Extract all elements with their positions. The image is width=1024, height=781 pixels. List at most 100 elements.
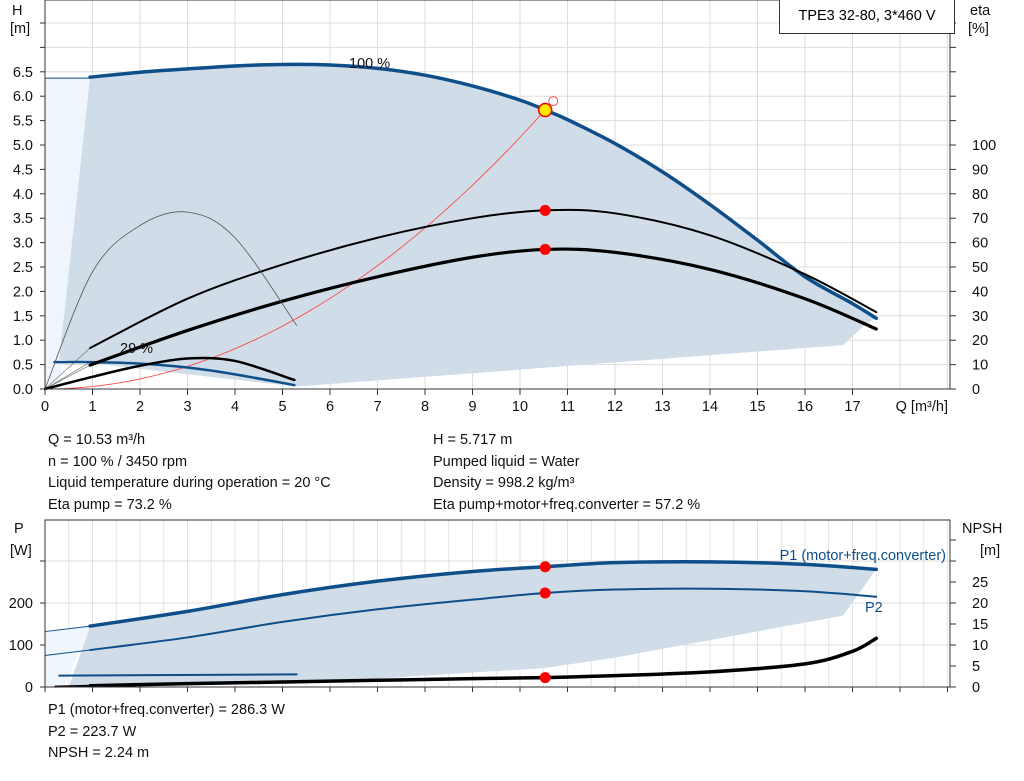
h-tick-label: 3.0 <box>13 236 33 252</box>
info-top-left: Q = 10.53 m³/h n = 100 % / 3450 rpm Liqu… <box>48 430 331 516</box>
eta-tick-label: 80 <box>972 187 988 203</box>
x-axis-label: Q [m³/h] <box>896 399 948 415</box>
eta-29-thin-curve <box>44 211 298 390</box>
x-tick-label: 2 <box>136 399 144 415</box>
npsh-axis-unit: [m] <box>980 543 1000 559</box>
info-p2: P2 = 223.7 W <box>48 723 137 740</box>
system-curve <box>44 111 545 390</box>
eta-29-curve <box>43 356 296 391</box>
eta-tick-label: 70 <box>972 211 988 227</box>
p1-curve <box>88 559 878 628</box>
eta-tick-label: 50 <box>972 260 988 276</box>
eta-tick-label: 60 <box>972 236 988 252</box>
p2-label: P2 <box>865 600 883 616</box>
npsh-point <box>539 672 551 684</box>
eta-tick-label: 100 <box>972 138 996 154</box>
eta-total-point <box>539 243 551 255</box>
x-tick-label: 6 <box>326 399 334 415</box>
origin-connector <box>44 364 91 390</box>
x-tick-label: 16 <box>797 399 813 415</box>
origin-connector <box>44 361 91 390</box>
x-tick-label: 15 <box>749 399 765 415</box>
p2-extension <box>44 649 91 656</box>
p-tick-label: 200 <box>9 596 33 612</box>
h-tick-label: 1.0 <box>13 333 33 349</box>
p1-extension <box>44 625 91 633</box>
eta-tick-label: 0 <box>972 382 980 398</box>
p-axis-unit: [W] <box>10 543 32 559</box>
label-100-percent: 100 % <box>349 56 390 72</box>
p-tick-label: 0 <box>25 680 33 696</box>
npsh-tick-label: 5 <box>972 659 980 675</box>
info-h: H = 5.717 m <box>433 432 513 448</box>
p-29-curve <box>58 673 298 677</box>
legend-box: TPE3 32-80, 3*460 V <box>779 0 955 34</box>
x-tick-label: 11 <box>560 399 575 415</box>
h-tick-label: 4.0 <box>13 187 33 203</box>
info-density: Density = 998.2 kg/m³ <box>433 475 575 491</box>
x-tick-label: 0 <box>41 399 49 415</box>
h-tick-label: 2.5 <box>13 260 33 276</box>
h-tick-label: 0.0 <box>13 382 33 398</box>
npsh-tick-label: 20 <box>972 596 988 612</box>
x-tick-label: 4 <box>231 399 239 415</box>
h-axis-unit: [m] <box>10 21 30 37</box>
info-q: Q = 10.53 m³/h <box>48 432 146 448</box>
eta-tick-label: 90 <box>972 162 988 178</box>
info-eta-pump: Eta pump = 73.2 % <box>48 496 172 513</box>
x-tick-label: 14 <box>702 399 718 415</box>
h-tick-label: 1.5 <box>13 309 33 325</box>
x-tick-label: 1 <box>88 399 96 415</box>
label-29-percent: 29 % <box>120 341 153 357</box>
light-region <box>45 78 91 390</box>
info-bottom: P1 (motor+freq.converter) = 286.3 W P2 =… <box>48 700 285 765</box>
h-tick-label: 3.5 <box>13 211 33 227</box>
npsh-extension <box>54 684 91 688</box>
h-tick-label: 2.0 <box>13 284 33 300</box>
p-axis-label: P <box>14 521 24 537</box>
p2-point <box>539 587 551 599</box>
x-tick-label: 3 <box>183 399 191 415</box>
x-tick-label: 7 <box>373 399 381 415</box>
h-tick-label: 5.5 <box>13 114 33 130</box>
h-axis-label: H <box>12 3 22 19</box>
system-curve-end-marker <box>548 96 559 107</box>
h-tick-label: 6.0 <box>13 89 33 105</box>
p1-label: P1 (motor+freq.converter) <box>780 548 946 564</box>
x-tick-label: 13 <box>654 399 670 415</box>
npsh-tick-label: 10 <box>972 638 988 654</box>
eta-tick-label: 20 <box>972 333 988 349</box>
x-tick-label: 9 <box>468 399 476 415</box>
eta-tick-label: 10 <box>972 358 988 374</box>
x-tick-label: 17 <box>844 399 860 415</box>
p1-point <box>539 561 551 573</box>
curve-100-percent <box>88 62 878 320</box>
operating-range-area <box>59 64 877 387</box>
info-liquid: Pumped liquid = Water <box>433 453 580 470</box>
top-plot-frame <box>44 0 951 390</box>
npsh-tick-label: 25 <box>972 575 988 591</box>
h-tick-label: 0.5 <box>13 358 33 374</box>
h-tick-label: 4.5 <box>13 162 33 178</box>
x-tick-label: 5 <box>278 399 286 415</box>
x-tick-label: 10 <box>512 399 528 415</box>
p-tick-label: 100 <box>9 638 33 654</box>
eta-axis-label: eta <box>970 3 991 19</box>
info-top-right: H = 5.717 m Pumped liquid = Water Densit… <box>433 430 700 516</box>
x-tick-label: 8 <box>421 399 429 415</box>
info-eta-total: Eta pump+motor+freq.converter = 57.2 % <box>433 496 701 513</box>
curve-29-percent <box>53 360 296 387</box>
npsh-tick-label: 0 <box>972 680 980 696</box>
power-range-area <box>68 561 877 687</box>
h-tick-label: 6.5 <box>13 65 33 81</box>
h-tick-label: 5.0 <box>13 138 33 154</box>
info-npsh: NPSH = 2.24 m <box>48 745 150 761</box>
info-p1: P1 (motor+freq.converter) = 286.3 W <box>48 702 285 718</box>
origin-connector <box>44 347 91 390</box>
eta-axis-unit: [%] <box>968 21 989 37</box>
info-speed: n = 100 % / 3450 rpm <box>48 453 188 470</box>
eta-pump-point <box>539 204 551 216</box>
eta-total-curve <box>88 247 878 367</box>
